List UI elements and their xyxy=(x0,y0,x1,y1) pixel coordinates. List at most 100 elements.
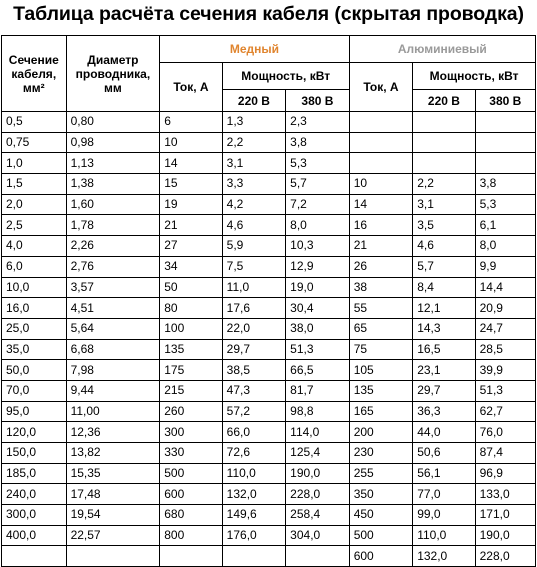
cell-copper-380v: 38,0 xyxy=(285,317,350,340)
cell-aluminum-current: 135 xyxy=(348,379,414,402)
cell-diameter: 7,98 xyxy=(65,359,161,381)
cell-section: 185,0 xyxy=(1,462,67,485)
cell-aluminum-220v: 44,0 xyxy=(412,421,476,443)
cell-aluminum-current xyxy=(348,131,414,154)
cell-aluminum-220v: 23,1 xyxy=(412,359,476,381)
cell-aluminum-current: 255 xyxy=(348,462,414,485)
cell-diameter: 19,54 xyxy=(65,504,161,526)
cell-section: 95,0 xyxy=(1,400,67,423)
cell-copper-380v: 8,0 xyxy=(285,214,350,237)
cell-section: 0,5 xyxy=(1,111,67,133)
cell-diameter: 0,98 xyxy=(65,131,161,154)
cell-section: 4,0 xyxy=(1,235,67,257)
cell-diameter: 4,51 xyxy=(65,297,161,319)
cell-copper-220v xyxy=(221,545,287,567)
cell-copper-220v: 1,3 xyxy=(221,111,287,133)
table-row: 150,0 13,82 330 72,6 125,4 230 50,6 87,4 xyxy=(1,442,537,464)
cell-section xyxy=(1,545,67,567)
table-row: 10,0 3,57 50 11,0 19,0 38 8,4 14,4 xyxy=(1,276,537,299)
cell-copper-220v: 176,0 xyxy=(221,524,287,547)
cell-copper-220v: 110,0 xyxy=(221,462,287,485)
cell-aluminum-380v: 14,4 xyxy=(474,276,537,299)
cell-copper-220v: 29,7 xyxy=(221,338,287,361)
cell-copper-current: 15 xyxy=(159,173,223,195)
table-row: 6,0 2,76 34 7,5 12,9 26 5,7 9,9 xyxy=(1,255,537,278)
header-aluminum-current: Ток, А xyxy=(348,62,414,112)
cell-aluminum-220v: 12,1 xyxy=(412,297,476,319)
cell-aluminum-380v xyxy=(474,111,537,133)
cell-aluminum-380v: 76,0 xyxy=(474,421,537,443)
header-copper-power: Мощность, кВт xyxy=(221,62,350,90)
header-diameter: Диаметр проводника, мм xyxy=(65,35,161,112)
cell-aluminum-current: 10 xyxy=(348,173,414,195)
cell-diameter: 1,78 xyxy=(65,214,161,237)
cell-aluminum-current: 450 xyxy=(348,504,414,526)
cell-aluminum-current xyxy=(348,152,414,175)
cell-section: 0,75 xyxy=(1,131,67,154)
cell-aluminum-220v: 8,4 xyxy=(412,276,476,299)
cell-copper-current: 300 xyxy=(159,421,223,443)
table-row: 35,0 6,68 135 29,7 51,3 75 16,5 28,5 xyxy=(1,338,537,361)
cell-diameter: 6,68 xyxy=(65,338,161,361)
cell-copper-current: 500 xyxy=(159,462,223,485)
table-row: 1,0 1,13 14 3,1 5,3 xyxy=(1,152,537,175)
cell-copper-220v: 7,5 xyxy=(221,255,287,278)
cell-aluminum-220v xyxy=(412,152,476,175)
cell-aluminum-current: 105 xyxy=(348,359,414,381)
cell-aluminum-220v: 56,1 xyxy=(412,462,476,485)
cell-section: 300,0 xyxy=(1,504,67,526)
table-row: 4,0 2,26 27 5,9 10,3 21 4,6 8,0 xyxy=(1,235,537,257)
header-copper: Медный xyxy=(159,35,350,63)
cell-diameter: 11,00 xyxy=(65,400,161,423)
cell-aluminum-current: 75 xyxy=(348,338,414,361)
table-row: 0,75 0,98 10 2,2 3,8 xyxy=(1,131,537,154)
table-row: 600 132,0 228,0 xyxy=(1,545,537,567)
cell-copper-current: 80 xyxy=(159,297,223,319)
header-copper-current: Ток, А xyxy=(159,62,223,112)
cell-aluminum-380v: 228,0 xyxy=(474,545,537,567)
cell-section: 10,0 xyxy=(1,276,67,299)
cell-aluminum-220v: 99,0 xyxy=(412,504,476,526)
cell-aluminum-380v: 6,1 xyxy=(474,214,537,237)
cell-copper-current: 50 xyxy=(159,276,223,299)
cell-copper-380v xyxy=(285,545,350,567)
cell-section: 2,5 xyxy=(1,214,67,237)
cell-copper-220v: 4,6 xyxy=(221,214,287,237)
cell-copper-380v: 125,4 xyxy=(285,442,350,464)
cell-aluminum-220v xyxy=(412,111,476,133)
cell-section: 2,0 xyxy=(1,193,67,216)
table-row: 1,5 1,38 15 3,3 5,7 10 2,2 3,8 xyxy=(1,173,537,195)
header-section: Сечение кабеля, мм² xyxy=(1,35,67,112)
cell-diameter: 13,82 xyxy=(65,442,161,464)
cell-aluminum-current: 500 xyxy=(348,524,414,547)
cell-copper-220v: 38,5 xyxy=(221,359,287,381)
cell-aluminum-380v: 62,7 xyxy=(474,400,537,423)
cell-aluminum-380v: 24,7 xyxy=(474,317,537,340)
cell-aluminum-380v: 133,0 xyxy=(474,483,537,506)
header-aluminum-power: Мощность, кВт xyxy=(412,62,536,90)
cell-aluminum-220v: 2,2 xyxy=(412,173,476,195)
cell-aluminum-380v: 28,5 xyxy=(474,338,537,361)
table-row: 2,5 1,78 21 4,6 8,0 16 3,5 6,1 xyxy=(1,214,537,237)
cable-section-table: Сечение кабеля, мм² Диаметр проводника, … xyxy=(1,35,537,567)
cell-diameter xyxy=(65,545,161,567)
cell-diameter: 15,35 xyxy=(65,462,161,485)
table-row: 300,0 19,54 680 149,6 258,4 450 99,0 171,0 xyxy=(1,504,537,526)
cell-section: 1,0 xyxy=(1,152,67,175)
table-row: 185,0 15,35 500 110,0 190,0 255 56,1 96,9 xyxy=(1,462,537,485)
cell-diameter: 22,57 xyxy=(65,524,161,547)
cell-aluminum-380v: 9,9 xyxy=(474,255,537,278)
cell-copper-220v: 3,1 xyxy=(221,152,287,175)
cell-aluminum-220v: 16,5 xyxy=(412,338,476,361)
cell-aluminum-380v: 8,0 xyxy=(474,235,537,257)
cell-copper-380v: 7,2 xyxy=(285,193,350,216)
cell-copper-380v: 10,3 xyxy=(285,235,350,257)
cell-aluminum-220v: 14,3 xyxy=(412,317,476,340)
cell-copper-current: 27 xyxy=(159,235,223,257)
cell-section: 16,0 xyxy=(1,297,67,319)
cell-diameter: 17,48 xyxy=(65,483,161,506)
cell-section: 150,0 xyxy=(1,442,67,464)
cell-diameter: 2,76 xyxy=(65,255,161,278)
cell-aluminum-current: 21 xyxy=(348,235,414,257)
cell-copper-current: 600 xyxy=(159,483,223,506)
